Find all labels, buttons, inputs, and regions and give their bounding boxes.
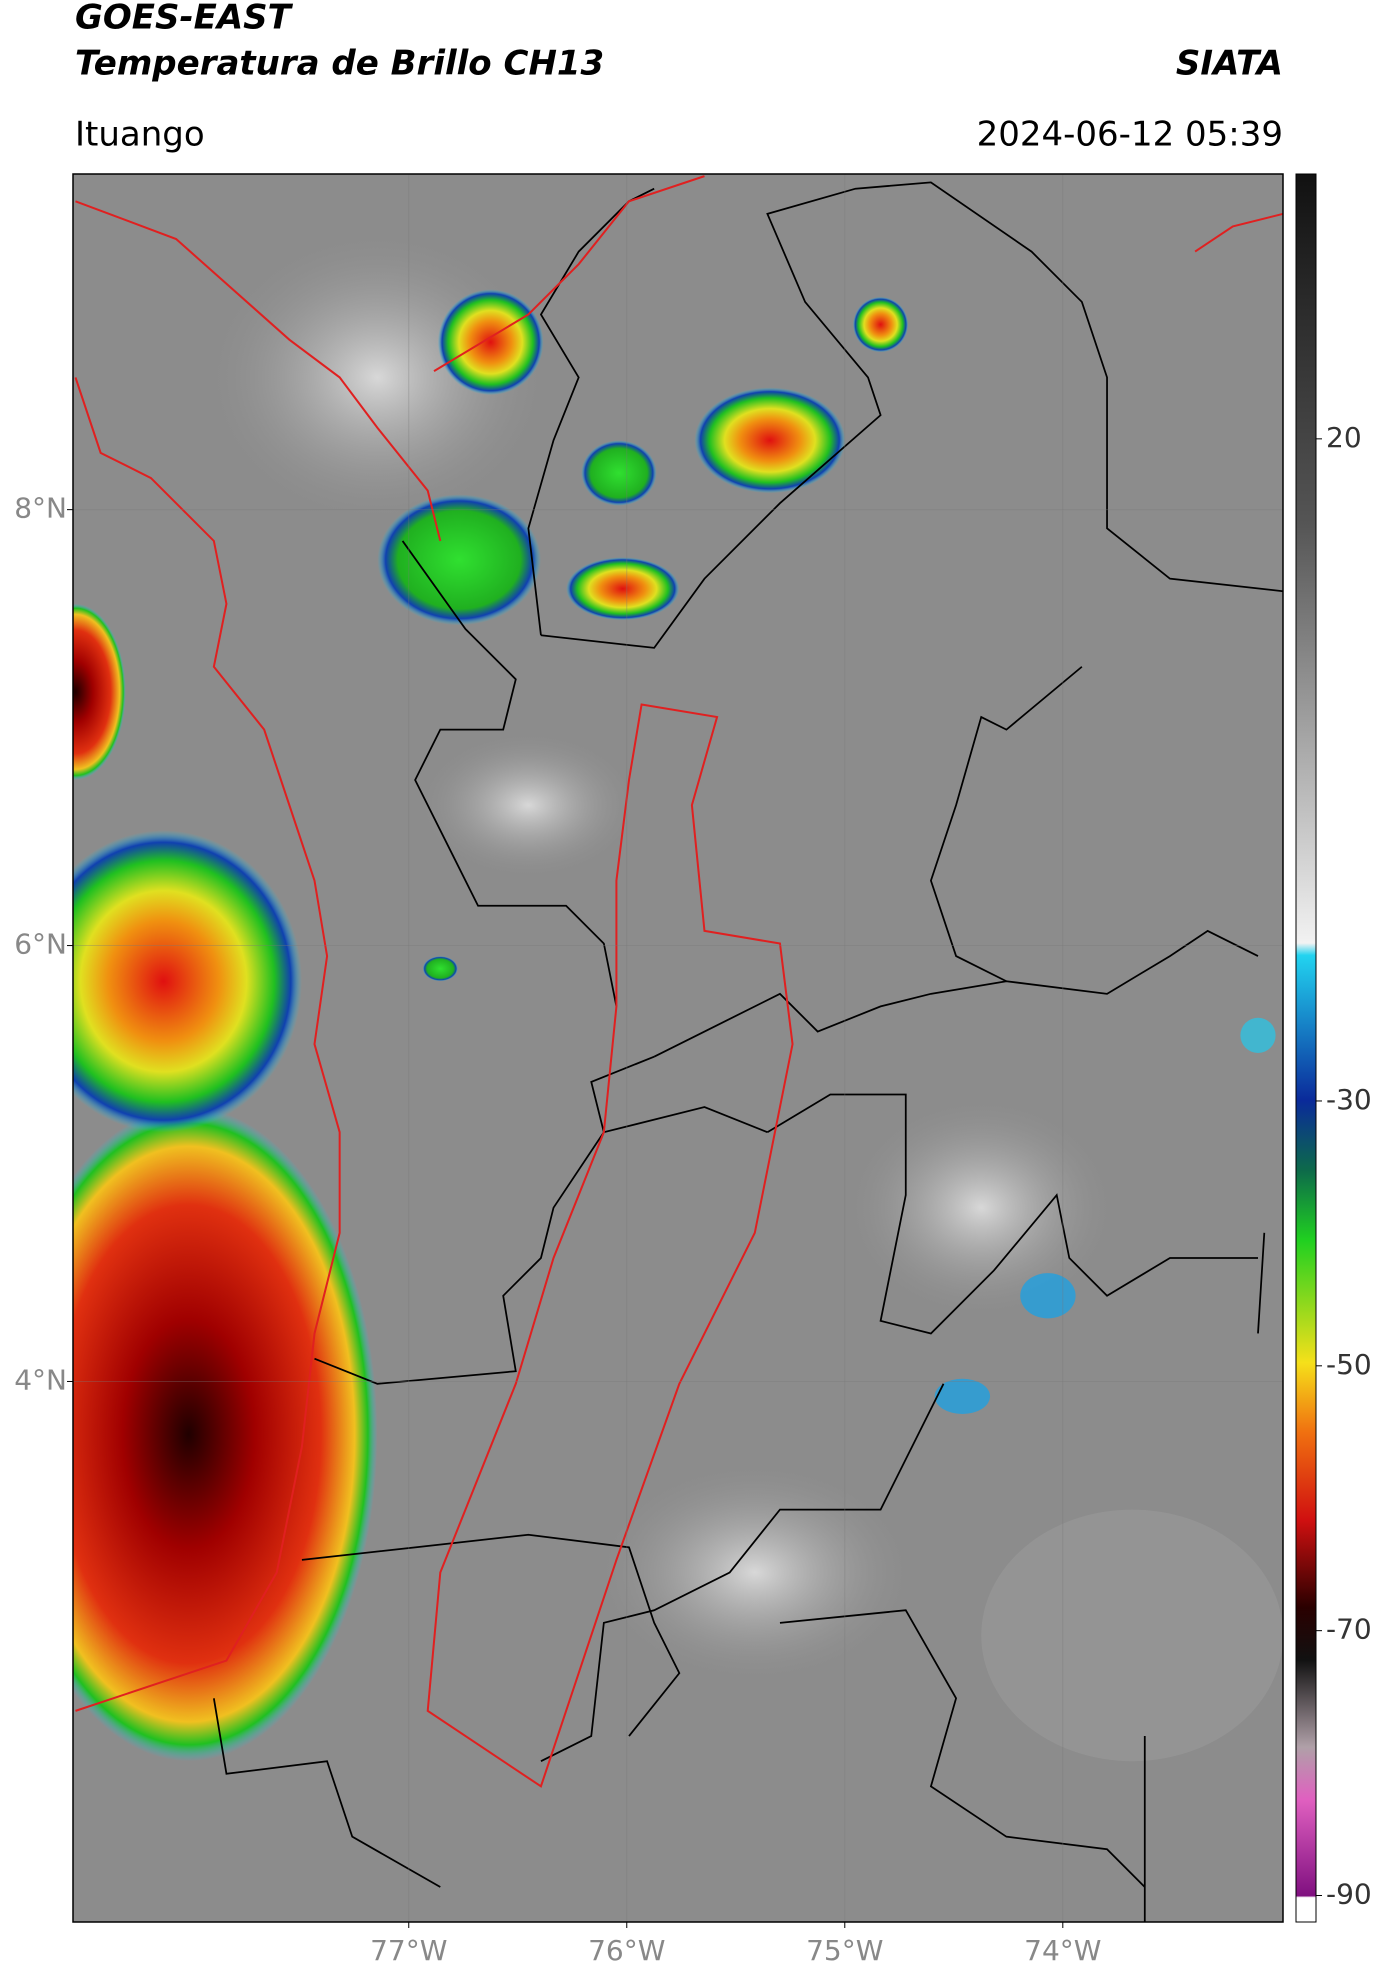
x-tick-label: 74°W xyxy=(1024,1934,1101,1967)
y-tick-label: 8°N xyxy=(14,492,67,525)
x-tick-label: 77°W xyxy=(370,1934,447,1967)
title: GOES-EAST xyxy=(75,0,294,38)
location: Ituango xyxy=(75,115,205,155)
subtitle: Temperatura de Brillo CH13 xyxy=(75,44,604,84)
graticule xyxy=(73,174,1283,1922)
colorbar-tick-label: -30 xyxy=(1326,1083,1372,1116)
x-tick-label: 75°W xyxy=(806,1934,883,1967)
datetime: 2024-06-12 05:39 xyxy=(977,115,1283,155)
y-tick-label: 6°N xyxy=(14,928,67,961)
colorbar-tick-label: 20 xyxy=(1326,421,1362,454)
map-frame xyxy=(72,173,1284,1923)
colorbar-tick-label: -50 xyxy=(1326,1348,1372,1381)
x-tick-label: 76°W xyxy=(588,1934,665,1967)
y-tick-label: 4°N xyxy=(14,1363,67,1396)
satellite-image xyxy=(73,174,1283,1922)
colorbar-tick-label: -90 xyxy=(1326,1878,1372,1911)
colorbar-tick-label: -70 xyxy=(1326,1613,1372,1646)
source: SIATA xyxy=(1176,44,1283,84)
colorbar xyxy=(1295,173,1317,1923)
